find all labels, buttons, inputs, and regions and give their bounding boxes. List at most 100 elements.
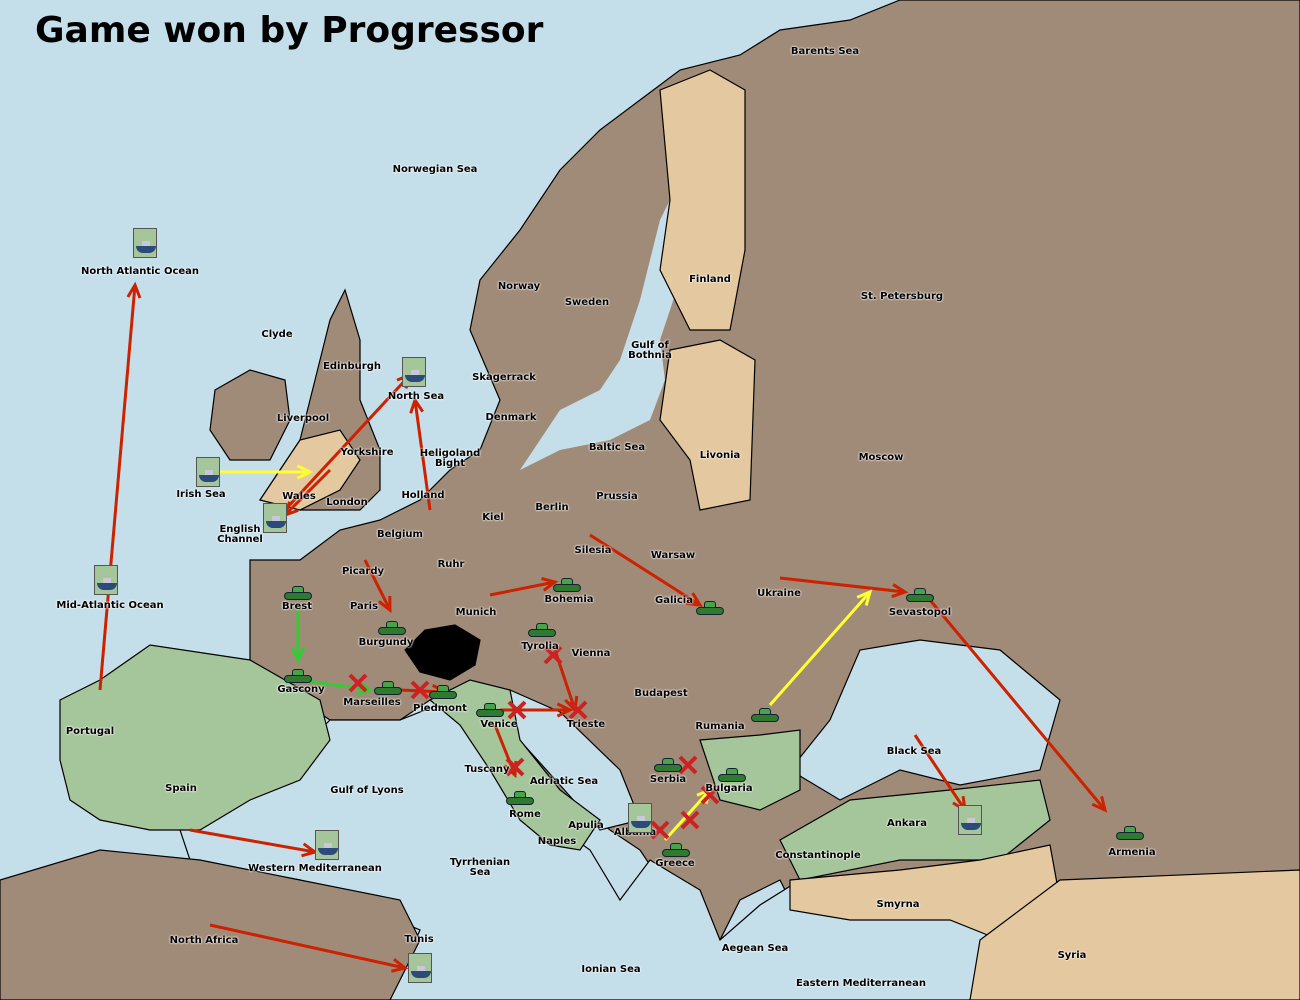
province-label-smyrna[interactable]: Smyrna xyxy=(876,899,920,910)
province-label-gulf-of-lyons[interactable]: Gulf of Lyons xyxy=(330,785,404,796)
province-label-irish-sea[interactable]: Irish Sea xyxy=(176,489,226,500)
province-label-ionian-sea[interactable]: Ionian Sea xyxy=(581,964,641,975)
province-label-livonia[interactable]: Livonia xyxy=(699,450,741,461)
province-label-belgium[interactable]: Belgium xyxy=(377,529,423,540)
province-label-norwegian-sea[interactable]: Norwegian Sea xyxy=(392,164,478,175)
army-unit-icon[interactable] xyxy=(654,758,682,772)
province-label-bulgaria[interactable]: Bulgaria xyxy=(705,783,753,794)
fleet-unit-icon[interactable] xyxy=(402,357,426,387)
province-label-norway[interactable]: Norway xyxy=(497,281,541,292)
province-label-denmark[interactable]: Denmark xyxy=(485,412,537,423)
province-label-piedmont[interactable]: Piedmont xyxy=(413,703,467,714)
fleet-unit-icon[interactable] xyxy=(628,803,652,833)
province-label-vienna[interactable]: Vienna xyxy=(571,648,611,659)
army-unit-icon[interactable] xyxy=(718,768,746,782)
province-label-constantinople[interactable]: Constantinople xyxy=(775,850,861,861)
province-label-wales[interactable]: Wales xyxy=(282,491,316,502)
army-unit-icon[interactable] xyxy=(476,703,504,717)
province-label-ruhr[interactable]: Ruhr xyxy=(437,559,465,570)
fleet-unit-icon[interactable] xyxy=(263,503,287,533)
province-label-london[interactable]: London xyxy=(326,497,368,508)
army-unit-icon[interactable] xyxy=(284,669,312,683)
province-label-north-africa[interactable]: North Africa xyxy=(169,935,239,946)
province-label-rome[interactable]: Rome xyxy=(509,809,541,820)
province-label-tuscany[interactable]: Tuscany xyxy=(464,764,510,775)
province-label-tyrrhenian-sea[interactable]: Tyrrhenian Sea xyxy=(449,857,511,878)
province-label-north-atlantic-ocean[interactable]: North Atlantic Ocean xyxy=(80,266,200,277)
province-label-syria[interactable]: Syria xyxy=(1057,950,1087,961)
province-label-galicia[interactable]: Galicia xyxy=(655,595,693,606)
province-label-clyde[interactable]: Clyde xyxy=(261,329,293,340)
province-label-western-mediterranean[interactable]: Western Mediterranean xyxy=(248,863,382,874)
province-label-budapest[interactable]: Budapest xyxy=(634,688,688,699)
province-label-barents-sea[interactable]: Barents Sea xyxy=(790,46,860,57)
province-label-tunis[interactable]: Tunis xyxy=(404,934,434,945)
province-label-bohemia[interactable]: Bohemia xyxy=(544,594,594,605)
province-label-baltic-sea[interactable]: Baltic Sea xyxy=(588,442,646,453)
province-label-serbia[interactable]: Serbia xyxy=(649,774,687,785)
province-label-sevastopol[interactable]: Sevastopol xyxy=(888,607,952,618)
province-label-finland[interactable]: Finland xyxy=(689,274,731,285)
province-label-adriatic-sea[interactable]: Adriatic Sea xyxy=(529,776,599,787)
army-unit-icon[interactable] xyxy=(1116,826,1144,840)
province-label-aegean-sea[interactable]: Aegean Sea xyxy=(721,943,789,954)
fleet-unit-icon[interactable] xyxy=(958,805,982,835)
province-label-skagerrack[interactable]: Skagerrack xyxy=(472,372,536,383)
province-label-munich[interactable]: Munich xyxy=(455,607,497,618)
province-label-gascony[interactable]: Gascony xyxy=(277,684,325,695)
fleet-unit-icon[interactable] xyxy=(196,457,220,487)
army-unit-icon[interactable] xyxy=(378,621,406,635)
province-label-spain[interactable]: Spain xyxy=(165,783,197,794)
province-label-trieste[interactable]: Trieste xyxy=(566,719,606,730)
province-label-armenia[interactable]: Armenia xyxy=(1108,847,1156,858)
province-label-burgundy[interactable]: Burgundy xyxy=(358,637,414,648)
province-label-st-petersburg[interactable]: St. Petersburg xyxy=(860,291,944,302)
army-unit-icon[interactable] xyxy=(429,685,457,699)
province-label-venice[interactable]: Venice xyxy=(480,719,518,730)
province-label-paris[interactable]: Paris xyxy=(349,601,379,612)
ireland xyxy=(209,369,291,461)
province-label-ukraine[interactable]: Ukraine xyxy=(757,588,801,599)
army-unit-icon[interactable] xyxy=(696,601,724,615)
army-unit-icon[interactable] xyxy=(506,791,534,805)
province-label-yorkshire[interactable]: Yorkshire xyxy=(340,447,394,458)
province-label-prussia[interactable]: Prussia xyxy=(596,491,638,502)
fleet-unit-icon[interactable] xyxy=(408,953,432,983)
fleet-unit-icon[interactable] xyxy=(94,565,118,595)
army-unit-icon[interactable] xyxy=(528,623,556,637)
province-label-rumania[interactable]: Rumania xyxy=(695,721,745,732)
army-unit-icon[interactable] xyxy=(374,681,402,695)
province-label-edinburgh[interactable]: Edinburgh xyxy=(322,361,382,372)
province-label-mid-atlantic-ocean[interactable]: Mid-Atlantic Ocean xyxy=(56,600,164,611)
province-label-greece[interactable]: Greece xyxy=(655,858,695,869)
army-unit-icon[interactable] xyxy=(284,586,312,600)
province-label-black-sea[interactable]: Black Sea xyxy=(886,746,942,757)
province-label-brest[interactable]: Brest xyxy=(281,601,313,612)
province-label-holland[interactable]: Holland xyxy=(401,490,445,501)
army-unit-icon[interactable] xyxy=(553,578,581,592)
army-unit-icon[interactable] xyxy=(751,708,779,722)
province-label-marseilles[interactable]: Marseilles xyxy=(343,697,401,708)
province-label-apulia[interactable]: Apulia xyxy=(568,820,604,831)
province-label-heligoland-bight[interactable]: Heligoland Bight xyxy=(419,448,481,469)
army-unit-icon[interactable] xyxy=(906,588,934,602)
province-label-north-sea[interactable]: North Sea xyxy=(387,391,445,402)
province-label-ankara[interactable]: Ankara xyxy=(887,818,927,829)
province-label-portugal[interactable]: Portugal xyxy=(65,726,115,737)
province-label-kiel[interactable]: Kiel xyxy=(482,512,504,523)
province-label-tyrolia[interactable]: Tyrolia xyxy=(521,641,559,652)
province-label-gulf-of-bothnia[interactable]: Gulf of Bothnia xyxy=(628,340,672,361)
province-label-moscow[interactable]: Moscow xyxy=(858,452,904,463)
fleet-unit-icon[interactable] xyxy=(315,830,339,860)
army-unit-icon[interactable] xyxy=(662,843,690,857)
province-label-berlin[interactable]: Berlin xyxy=(535,502,569,513)
province-label-liverpool[interactable]: Liverpool xyxy=(276,413,330,424)
province-label-eastern-mediterranean[interactable]: Eastern Mediterranean xyxy=(796,978,926,989)
province-label-naples[interactable]: Naples xyxy=(537,836,577,847)
fleet-unit-icon[interactable] xyxy=(133,228,157,258)
province-label-silesia[interactable]: Silesia xyxy=(574,545,612,556)
province-label-english-channel[interactable]: English Channel xyxy=(217,524,263,545)
province-label-sweden[interactable]: Sweden xyxy=(564,297,610,308)
province-label-warsaw[interactable]: Warsaw xyxy=(650,550,696,561)
province-label-picardy[interactable]: Picardy xyxy=(341,566,385,577)
